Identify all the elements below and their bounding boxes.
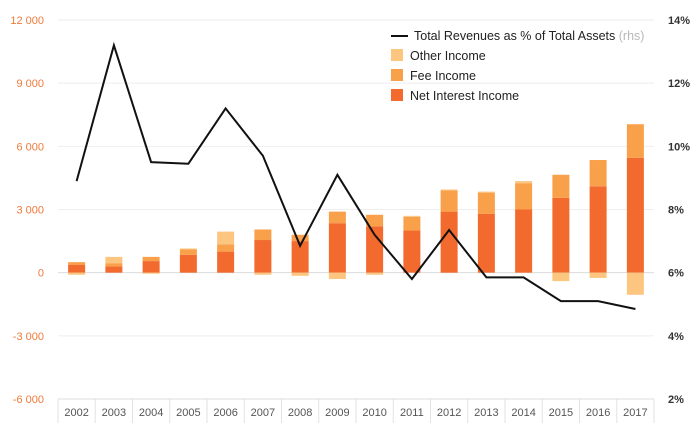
bar-other-income [217,231,235,245]
x-axis-tick-label: 2009 [325,407,349,419]
bar-net-interest-income [254,240,272,273]
bar-fee-income [440,190,458,212]
left-axis-tick-label: 12 000 [10,15,44,27]
bar-fee-income [589,160,607,187]
x-axis-tick-label: 2008 [288,407,312,419]
revenue-ratio-polyline [75,41,636,310]
bar-net-interest-income [142,261,160,273]
bar-other-income [440,189,458,191]
x-axis-tick-label: 2012 [437,407,461,419]
bar-fee-income [477,192,495,214]
bar-net-interest-income [477,213,495,273]
left-axis-tick-label: -6 000 [13,394,44,406]
legend-label-fee-income: Fee Income [410,69,476,83]
bar-other-income [68,272,86,275]
bar-other-income [366,272,384,275]
bar-other-income [179,248,197,250]
bar-fee-income [366,214,384,227]
bar-other-income [105,256,123,264]
bar-fee-income [217,244,235,252]
bar-net-interest-income [179,254,197,273]
bars [68,124,644,295]
bar-net-interest-income [440,211,458,273]
bar-other-income [328,272,346,279]
x-axis-tick-label: 2005 [176,407,200,419]
bar-fee-income [105,263,123,267]
x-axis-tick-label: 2014 [511,407,535,419]
x-axis-tick-label: 2002 [64,407,88,419]
bar-other-income [626,272,644,295]
legend: Total Revenues as % of Total Assets (rhs… [391,29,644,103]
bar-net-interest-income [291,241,309,273]
left-axis-tick-label: 6 000 [16,141,44,153]
legend-swatch-fee-income [391,69,403,81]
bar-net-interest-income [105,266,123,273]
bar-net-interest-income [217,251,235,273]
bar-fee-income [142,256,160,262]
bar-net-interest-income [626,157,644,273]
bar-net-interest-income [68,264,86,273]
right-axis-tick-label: 8% [668,205,684,217]
bar-fee-income [179,249,197,255]
bar-other-income [589,272,607,278]
x-axis-tick-label: 2013 [474,407,498,419]
bar-net-interest-income [515,209,533,273]
legend-label-ratio: Total Revenues as % of Total Assets (rhs… [414,29,644,43]
legend-label-other-income: Other Income [410,49,486,63]
x-axis-tick-label: 2007 [251,407,275,419]
bar-net-interest-income [403,230,421,273]
right-axis-tick-label: 6% [668,268,684,280]
x-axis-tick-label: 2004 [139,407,163,419]
x-axis-tick-label: 2010 [362,407,386,419]
x-axis-tick-label: 2011 [400,407,424,419]
bar-other-income [515,181,533,184]
bar-net-interest-income [328,223,346,273]
bar-other-income [291,272,309,276]
right-axis-tick-label: 14% [668,15,690,27]
left-axis-tick-label: -3 000 [13,331,44,343]
bar-net-interest-income [589,186,607,273]
bar-fee-income [254,229,272,241]
x-axis-tick-label: 2016 [586,407,610,419]
bar-fee-income [626,124,644,158]
left-axis-tick-label: 9 000 [16,78,44,90]
bar-other-income [254,272,272,275]
bar-net-interest-income [366,226,384,273]
right-axis-tick-label: 10% [668,141,690,153]
bar-other-income [142,272,160,274]
x-axis-tick-label: 2006 [213,407,237,419]
x-axis-tick-label: 2017 [623,407,647,419]
bar-other-income [403,215,421,217]
x-axis-tick-label: 2015 [549,407,573,419]
bar-fee-income [328,211,346,224]
legend-label-net-interest-income: Net Interest Income [410,89,519,103]
right-axis-tick-label: 2% [668,394,684,406]
bar-other-income [477,191,495,193]
legend-swatch-net-interest-income [391,89,403,101]
bar-fee-income [515,183,533,210]
left-axis-tick-label: 3 000 [16,205,44,217]
right-axis-tick-label: 12% [668,78,690,90]
left-axis-tick-label: 0 [38,268,44,280]
bar-net-interest-income [552,197,570,273]
bar-fee-income [552,174,570,198]
right-axis-tick-label: 4% [668,331,684,343]
bar-fee-income [291,234,309,242]
revenue-ratio-line [75,41,636,310]
x-axis-tick-label: 2003 [102,407,126,419]
legend-swatch-other-income [391,49,403,61]
bar-fee-income [403,216,421,231]
bar-fee-income [68,262,86,265]
bar-other-income [552,272,570,282]
axes: 12 000 9 000 6 000 3 000 0 -3 000 -6 000 14% 12%… [10,15,690,423]
